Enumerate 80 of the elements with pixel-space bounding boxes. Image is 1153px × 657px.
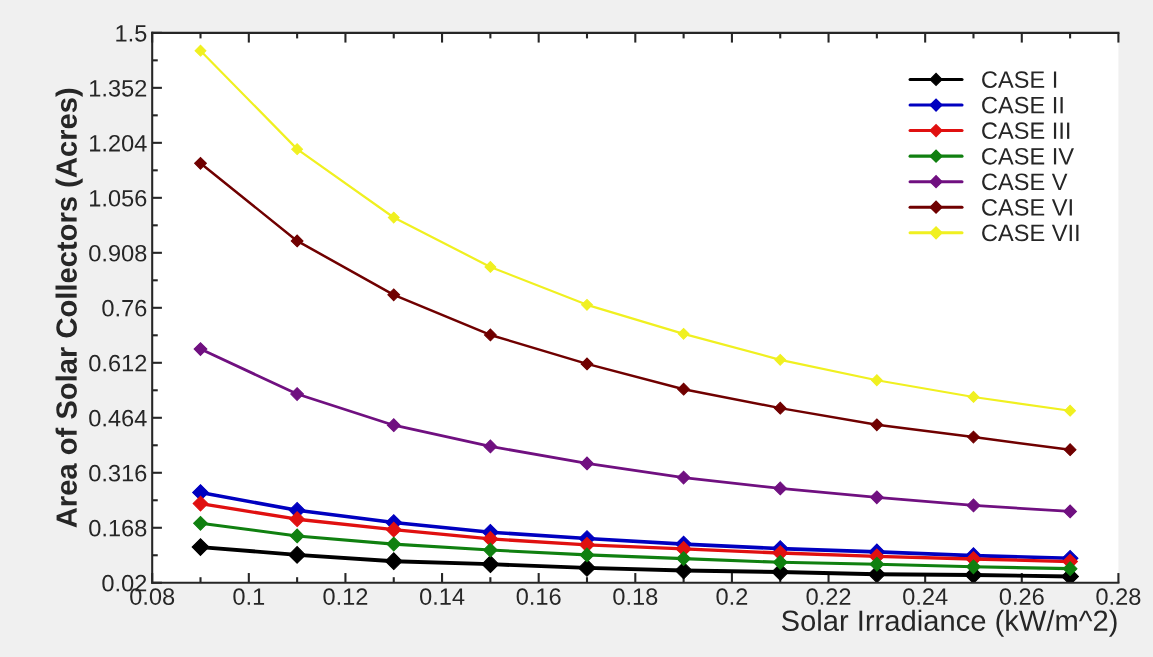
point: [385, 521, 402, 538]
point: [1063, 443, 1077, 457]
point: [966, 498, 981, 513]
point: [580, 456, 594, 471]
y-tick-label: 0.76: [102, 299, 147, 317]
y-tick-label: 0.316: [89, 464, 147, 482]
point: [967, 430, 980, 444]
point: [1062, 561, 1078, 577]
legend-label: CASE II: [982, 96, 1063, 114]
point: [191, 538, 210, 556]
y-tick-label: 0.168: [89, 519, 147, 537]
point: [193, 515, 208, 531]
point: [290, 234, 304, 248]
x-axis-title: Solar Irradiance (kW/m^2): [781, 609, 1117, 637]
x-tick-label: 0.12: [323, 588, 368, 605]
y-tick-label: 0.612: [89, 354, 147, 372]
x-tick-label: 0.26: [999, 588, 1044, 605]
point: [967, 391, 980, 403]
point: [580, 357, 594, 371]
legend-label: CASE V: [982, 173, 1068, 191]
point: [484, 261, 497, 273]
point: [291, 143, 304, 156]
x-tick-label: 0.2: [716, 588, 748, 605]
point: [869, 556, 885, 572]
y-tick-label: 1.352: [90, 79, 147, 97]
point: [578, 559, 596, 577]
legend-label: CASE VI: [982, 199, 1072, 216]
point: [386, 536, 402, 552]
point: [1063, 504, 1077, 519]
point: [482, 542, 498, 558]
x-tick-label: 0.14: [420, 588, 465, 605]
point: [774, 353, 787, 366]
point: [386, 418, 401, 433]
y-tick-label: 1.5: [116, 25, 147, 42]
point: [192, 484, 209, 501]
point: [192, 495, 209, 512]
point: [481, 555, 500, 574]
point: [289, 528, 305, 544]
point: [387, 288, 401, 302]
x-tick-label: 0.18: [613, 588, 658, 605]
y-tick-label: 0.908: [89, 244, 147, 262]
legend-label: CASE I: [982, 71, 1057, 88]
x-tick-label: 0.24: [903, 588, 948, 605]
point: [870, 374, 883, 387]
point: [966, 559, 981, 575]
x-tick-label: 0.28: [1096, 588, 1141, 605]
point: [194, 156, 207, 170]
point: [289, 511, 306, 528]
y-tick-label: 0.464: [89, 409, 147, 427]
x-tick-label: 0.16: [516, 588, 561, 605]
point: [193, 342, 208, 356]
y-tick-label: 1.204: [90, 134, 147, 152]
point: [870, 418, 884, 432]
y-tick-label: 1.056: [90, 189, 147, 207]
point: [773, 401, 787, 415]
point: [674, 561, 693, 580]
legend-label: CASE IV: [982, 147, 1074, 165]
point: [194, 44, 207, 57]
point: [483, 328, 497, 342]
point: [772, 554, 788, 570]
point: [290, 387, 305, 401]
point: [384, 552, 403, 571]
point: [773, 481, 788, 496]
point: [676, 551, 692, 566]
legend-label: CASE III: [982, 122, 1070, 140]
point: [1064, 404, 1077, 417]
x-tick-label: 0.22: [806, 588, 851, 605]
y-axis-title: Area of Solar Collectors (Acres): [55, 88, 83, 528]
point: [676, 470, 691, 485]
x-tick-label: 0.1: [233, 588, 265, 605]
point: [288, 546, 306, 564]
point: [869, 490, 884, 505]
point: [677, 382, 691, 396]
point: [387, 211, 400, 224]
point: [579, 547, 595, 563]
legend-label: CASE VII: [982, 224, 1079, 242]
point: [581, 298, 593, 311]
point: [482, 531, 499, 547]
point: [677, 327, 690, 340]
point: [483, 439, 498, 454]
